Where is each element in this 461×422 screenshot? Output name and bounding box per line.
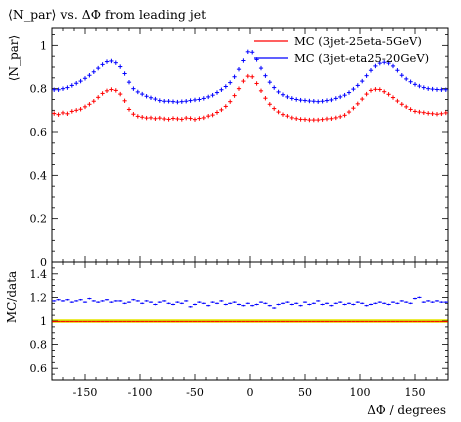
ratio-y-tick-label: 1.4 [30, 268, 48, 281]
main-y-tick-label: 0.2 [30, 213, 48, 226]
series-1 [52, 49, 448, 105]
x-tick-label: 100 [350, 386, 371, 399]
x-tick-label: 50 [298, 386, 312, 399]
series-0 [52, 73, 448, 123]
main-y-ticks: 0 0.2 0.4 0.6 0.8 1 [30, 34, 448, 269]
legend: MC (3jet-25eta-5GeV) MC (3jet-eta25-20Ge… [254, 34, 429, 65]
main-y-tick-label: 1 [40, 39, 47, 52]
main-series [52, 49, 448, 123]
main-y-tick-label: 0.8 [30, 83, 48, 96]
ratio-panel: MC/data 0.6 0.8 1 1.2 1.4 -150 -100 -50 0 50 100 1… [5, 261, 449, 417]
ratio-series [52, 296, 448, 323]
main-y-tick-label: 0.6 [30, 126, 48, 139]
legend-label-blue: MC (3jet-eta25-20GeV) [294, 51, 429, 65]
x-tick-label: -50 [186, 386, 204, 399]
ratio-x-ticks [51, 262, 449, 380]
legend-label-red: MC (3jet-25eta-5GeV) [294, 34, 422, 48]
ratio-reference-band [52, 319, 448, 323]
main-y-tick-label: 0 [40, 256, 47, 269]
x-tick-label: 150 [405, 386, 426, 399]
x-tick-label: -100 [128, 386, 153, 399]
main-y-axis-label: ⟨N_par⟩ [7, 35, 21, 81]
ratio-y-tick-label: 0.8 [30, 339, 48, 352]
x-tick-label: 0 [247, 386, 254, 399]
ratio-y-tick-label: 1.2 [30, 291, 48, 304]
x-axis-label: ΔΦ / degrees [367, 403, 446, 417]
ratio-y-ticks: 0.6 0.8 1 1.2 1.4 [30, 267, 448, 375]
ratio-series-1 [52, 296, 448, 309]
main-y-tick-label: 0.4 [30, 169, 48, 182]
x-tick-label: -150 [73, 386, 98, 399]
ratio-x-tick-labels: -150 -100 -50 0 50 100 150 [73, 386, 426, 399]
chart-title: ⟨N_par⟩ vs. ΔΦ from leading jet [8, 7, 206, 22]
ratio-y-tick-label: 0.6 [30, 362, 48, 375]
ratio-y-axis-label: MC/data [5, 271, 19, 323]
ratio-y-tick-label: 1 [40, 315, 47, 328]
main-panel: ⟨N_par⟩ 0 0.2 0.4 0.6 0.8 1 MC (3jet-25eta-5G… [7, 27, 449, 269]
